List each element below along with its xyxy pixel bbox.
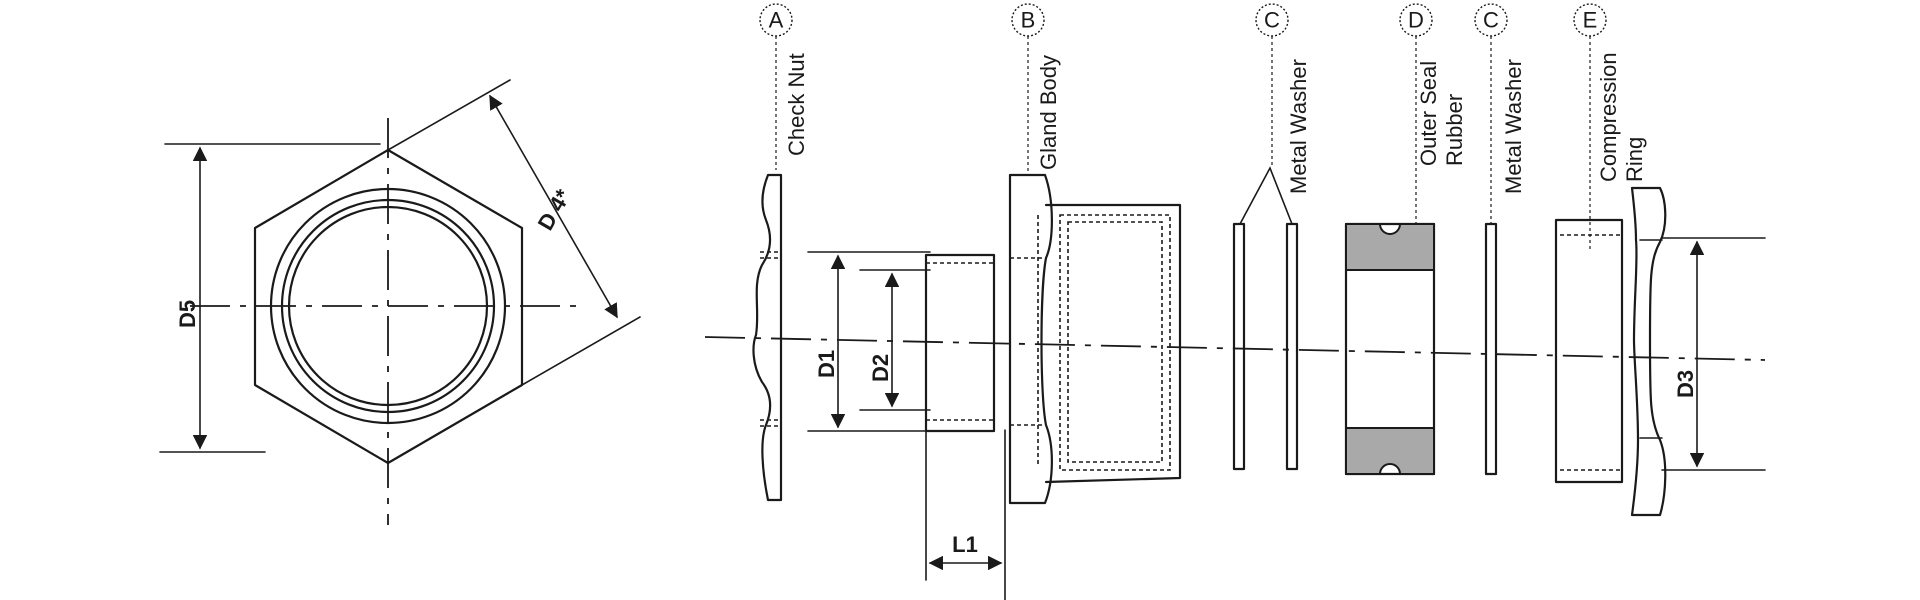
part-label-line: Ring [1622,137,1647,182]
d4-dimension-line [489,94,618,319]
svg-text:Outer Seal Rubber: Outer Seal Rubber [1416,55,1467,166]
d3-dimension: D3 [1661,237,1766,471]
callout-metal-washer-single: C Metal Washer [1474,3,1526,224]
callout-check-nut: A Check Nut [759,3,809,170]
front-view-hex: D5 D 4* [159,79,641,525]
part-compression-ring [1554,186,1667,517]
callout-metal-washer-pair: C Metal Washer [1255,3,1311,194]
part-label-line: Compression [1596,52,1621,182]
d4-extension-bottom [521,316,641,386]
callout-circle [759,3,793,37]
d4-extension-top [387,79,511,151]
d3-label: D3 [1673,370,1698,398]
metal-washer-pair-leader [1239,166,1293,225]
d5-label: D5 [175,300,200,328]
l1-label: L1 [952,532,978,557]
callout-circle [1011,3,1045,37]
part-metal-washer-pair [1232,166,1299,471]
gland-body-inner [1059,214,1171,471]
callout-letter: A [769,8,784,33]
part-label-line: Metal Washer [1286,59,1311,194]
gland-hex-flange [1008,173,1053,505]
part-label-line: Outer Seal [1416,61,1441,166]
gland-body-inner-2 [1067,221,1163,463]
svg-text:Metal Washer: Metal Washer [1501,59,1526,194]
metal-washer-3 [1484,222,1498,476]
part-label-line: Rubber [1442,94,1467,166]
callout-compression-ring: E Compression Ring [1573,3,1647,250]
svg-text:Compression Ring: Compression Ring [1596,46,1647,182]
d4-label: D 4* [533,185,576,235]
rubber-bottom-section [1345,427,1435,475]
callout-letter: D [1408,8,1424,33]
callout-circle [1255,3,1289,37]
callout-circle [1573,3,1607,37]
l1-dimension: L1 [925,429,1006,600]
compression-ring-body [1554,218,1624,484]
callout-gland-body: B Gland Body [1011,3,1061,172]
dome-cap-profile [1630,186,1667,517]
svg-text:Gland Body: Gland Body [1036,55,1061,170]
d1-d2-dimensions: D1 D2 [807,251,931,432]
part-check-nut [752,173,783,502]
svg-text:Check Nut: Check Nut [784,53,809,156]
gland-body-shell [1044,203,1182,484]
part-label-line: Metal Washer [1501,59,1526,194]
callout-circle [1399,3,1433,37]
part-label-line: Gland Body [1036,55,1061,170]
callout-letter: E [1583,8,1598,33]
callout-letter: C [1264,8,1280,33]
d1-label: D1 [814,350,839,378]
callout-circle [1474,3,1508,37]
callout-letter: B [1021,8,1036,33]
d2-label: D2 [868,354,893,382]
metal-washer-1 [1232,222,1246,471]
part-gland-body [924,173,1182,505]
part-outer-seal-rubber [1344,222,1436,476]
svg-text:Metal Washer: Metal Washer [1286,59,1311,194]
part-label-line: Check Nut [784,53,809,156]
metal-washer-2 [1285,222,1299,471]
rubber-outline [1344,222,1436,476]
callout-letter: C [1483,8,1499,33]
gland-thread-section [924,253,996,433]
check-nut-profile [752,173,783,502]
rubber-top-section [1345,223,1435,271]
callout-outer-seal-rubber: D Outer Seal Rubber [1399,3,1467,224]
